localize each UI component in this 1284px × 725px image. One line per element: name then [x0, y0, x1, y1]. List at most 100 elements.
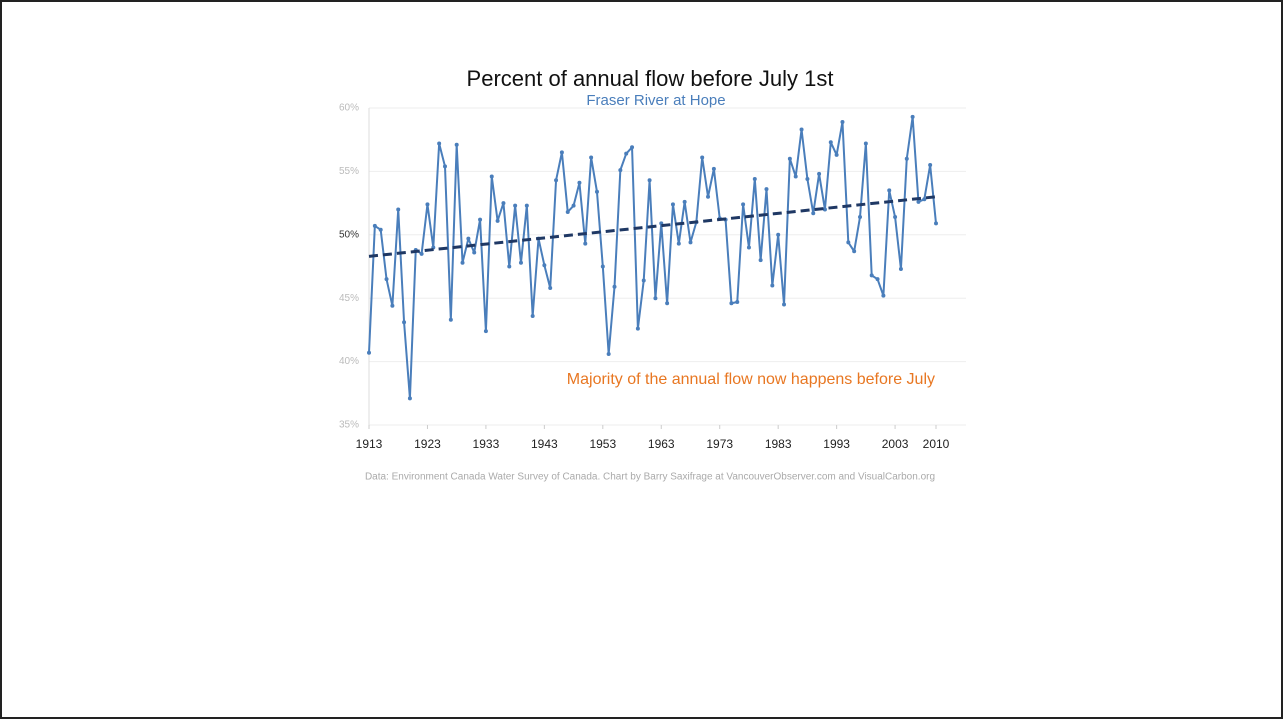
- y-tick-label: 55%: [339, 166, 359, 177]
- data-point: [478, 217, 483, 222]
- data-point: [624, 151, 629, 156]
- data-point: [372, 223, 377, 228]
- data-point: [507, 264, 512, 269]
- data-point: [384, 277, 389, 282]
- x-tick-label: 1993: [823, 437, 850, 451]
- x-tick-label: 1923: [414, 437, 441, 451]
- data-point: [495, 218, 500, 223]
- data-point: [501, 201, 506, 206]
- data-point: [378, 227, 383, 232]
- data-point: [881, 293, 886, 298]
- data-point: [559, 150, 564, 155]
- data-point: [518, 260, 523, 265]
- data-point: [934, 221, 938, 226]
- data-point: [460, 260, 465, 265]
- data-point: [776, 232, 781, 237]
- data-point: [466, 236, 471, 241]
- data-point: [770, 283, 775, 288]
- data-point: [670, 202, 675, 207]
- data-point: [858, 215, 863, 220]
- x-tick-label: 2003: [882, 437, 909, 451]
- data-point: [600, 264, 605, 269]
- x-tick-label: 1973: [706, 437, 733, 451]
- data-point: [922, 197, 927, 202]
- data-point: [647, 178, 652, 183]
- data-point: [688, 240, 693, 245]
- data-point: [513, 203, 518, 208]
- y-tick-label: 40%: [339, 356, 359, 367]
- data-point: [741, 202, 746, 207]
- data-point: [489, 174, 494, 179]
- y-tick-label: 35%: [339, 420, 359, 431]
- data-point: [396, 207, 401, 212]
- data-point: [472, 250, 477, 255]
- data-point: [542, 263, 547, 268]
- data-point: [483, 329, 488, 334]
- y-tick-label: 50%: [339, 229, 359, 240]
- data-point: [863, 141, 868, 146]
- data-point: [758, 258, 763, 263]
- data-point: [402, 320, 407, 325]
- y-tick-label: 45%: [339, 293, 359, 304]
- y-tick-label: 60%: [339, 103, 359, 114]
- data-point: [407, 396, 412, 401]
- data-point: [840, 119, 845, 124]
- data-point: [700, 155, 705, 160]
- x-tick-label: 1963: [648, 437, 675, 451]
- data-point: [746, 245, 751, 250]
- data-point: [676, 241, 681, 246]
- data-point: [454, 142, 459, 147]
- data-point: [787, 156, 792, 161]
- data-point: [425, 202, 430, 207]
- data-point: [793, 174, 798, 179]
- data-point: [530, 313, 535, 318]
- data-point: [893, 215, 898, 220]
- data-point: [822, 207, 827, 212]
- data-point: [782, 302, 787, 307]
- data-point: [846, 240, 851, 245]
- data-point: [928, 163, 933, 168]
- data-point: [665, 301, 670, 306]
- chart-subtitle: Fraser River at Hope: [586, 92, 725, 109]
- data-point: [711, 166, 716, 171]
- data-point: [916, 199, 921, 204]
- data-point: [752, 177, 757, 182]
- data-point: [554, 178, 559, 183]
- data-point: [869, 273, 874, 278]
- data-point: [898, 267, 903, 272]
- annotation: Majority of the annual flow now happens …: [567, 371, 935, 388]
- data-point: [764, 187, 769, 192]
- trend-line: [368, 195, 937, 258]
- x-tick-label: 1913: [356, 437, 383, 451]
- data-point: [910, 114, 915, 119]
- data-point: [729, 301, 734, 306]
- data-point: [419, 251, 424, 256]
- data-point: [706, 194, 711, 199]
- data-point: [577, 180, 582, 185]
- data-point: [367, 350, 371, 355]
- x-tick-label: 1953: [589, 437, 616, 451]
- data-point: [571, 203, 576, 208]
- data-point: [653, 296, 658, 301]
- data-point: [817, 171, 822, 176]
- data-point: [635, 326, 640, 331]
- source-note: Data: Environment Canada Water Survey of…: [365, 472, 935, 483]
- data-point: [828, 140, 833, 145]
- data-point: [583, 241, 588, 246]
- data-point: [390, 303, 395, 308]
- x-tick-label: 2010: [923, 437, 950, 451]
- data-point: [606, 351, 611, 356]
- data-point: [437, 141, 442, 146]
- data-point: [594, 189, 599, 194]
- x-tick-label: 1943: [531, 437, 558, 451]
- data-point: [875, 277, 880, 282]
- data-point: [589, 155, 594, 160]
- data-point: [887, 188, 892, 193]
- chart-title: Percent of annual flow before July 1st: [467, 66, 834, 91]
- data-point: [448, 317, 453, 322]
- data-point: [618, 168, 623, 173]
- data-point: [565, 209, 570, 214]
- data-point: [799, 127, 804, 132]
- x-tick-label: 1983: [765, 437, 792, 451]
